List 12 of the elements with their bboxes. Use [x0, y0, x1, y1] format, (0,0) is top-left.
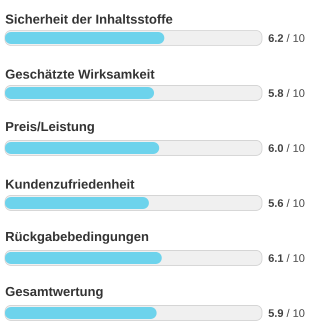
- y-tick-label: Kundenzufriedenheit: [6, 179, 134, 189]
- y-tick-label: Gesamtwertung: [6, 286, 103, 299]
- data-label: 6.2 / 10: [268, 34, 304, 42]
- y-tick-label: Geschätzte Wirksamkeit: [6, 69, 154, 79]
- y-tick-label: Preis/Leistung: [6, 122, 94, 134]
- y-tick-label: Sicherheit der Inhaltsstoffe: [6, 14, 172, 24]
- data-label: 6.1 / 10: [268, 254, 304, 262]
- data-label: 5.6 / 10: [268, 198, 304, 207]
- data-label: 5.8 / 10: [268, 88, 304, 97]
- y-tick-label: Rückgabebedingungen: [6, 232, 148, 244]
- data-label: 5.9 / 10: [268, 308, 304, 317]
- data-label: 6.0 / 10: [268, 144, 304, 152]
